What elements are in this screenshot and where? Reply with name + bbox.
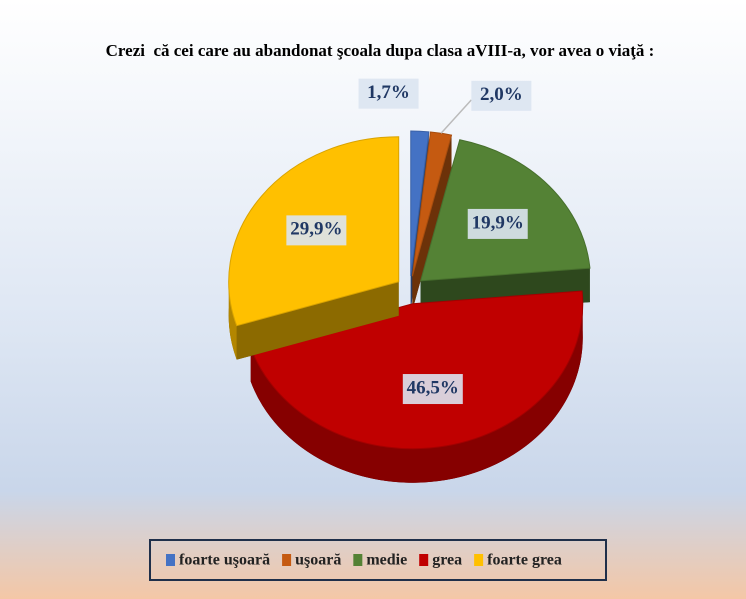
- legend-swatch: [166, 554, 175, 566]
- slice-cut-wall: [412, 135, 452, 311]
- legend-swatch: [353, 554, 363, 566]
- slice-wall: [250, 303, 583, 483]
- data-label: 19,9%: [472, 212, 524, 233]
- slice: [250, 290, 584, 483]
- legend-swatch: [474, 554, 484, 566]
- label-box: [358, 78, 419, 109]
- legend-label: medie: [366, 552, 407, 569]
- legend-swatch: [282, 554, 292, 566]
- slice-wall: [228, 281, 237, 360]
- data-label: 46,5%: [407, 377, 459, 398]
- legend-label: uşoară: [295, 552, 341, 569]
- data-label: 2,0%: [480, 84, 523, 105]
- legend-box: [149, 539, 607, 581]
- label-box: [402, 374, 463, 405]
- data-label: 1,7%: [367, 82, 410, 103]
- label-box: [286, 215, 347, 246]
- leader-line: [440, 99, 472, 134]
- legend-swatch: [419, 554, 429, 566]
- label-box: [467, 208, 528, 239]
- chart-title: Crezi că cei care au abandonat şcoala du…: [106, 41, 655, 60]
- label-box: [471, 80, 532, 111]
- legend-label: foarte uşoară: [179, 552, 270, 569]
- data-label: 29,9%: [290, 219, 342, 240]
- legend-label: foarte grea: [487, 552, 562, 569]
- legend-label: grea: [432, 552, 462, 569]
- slice-top: [410, 130, 430, 277]
- slice-cut-wall: [236, 281, 399, 360]
